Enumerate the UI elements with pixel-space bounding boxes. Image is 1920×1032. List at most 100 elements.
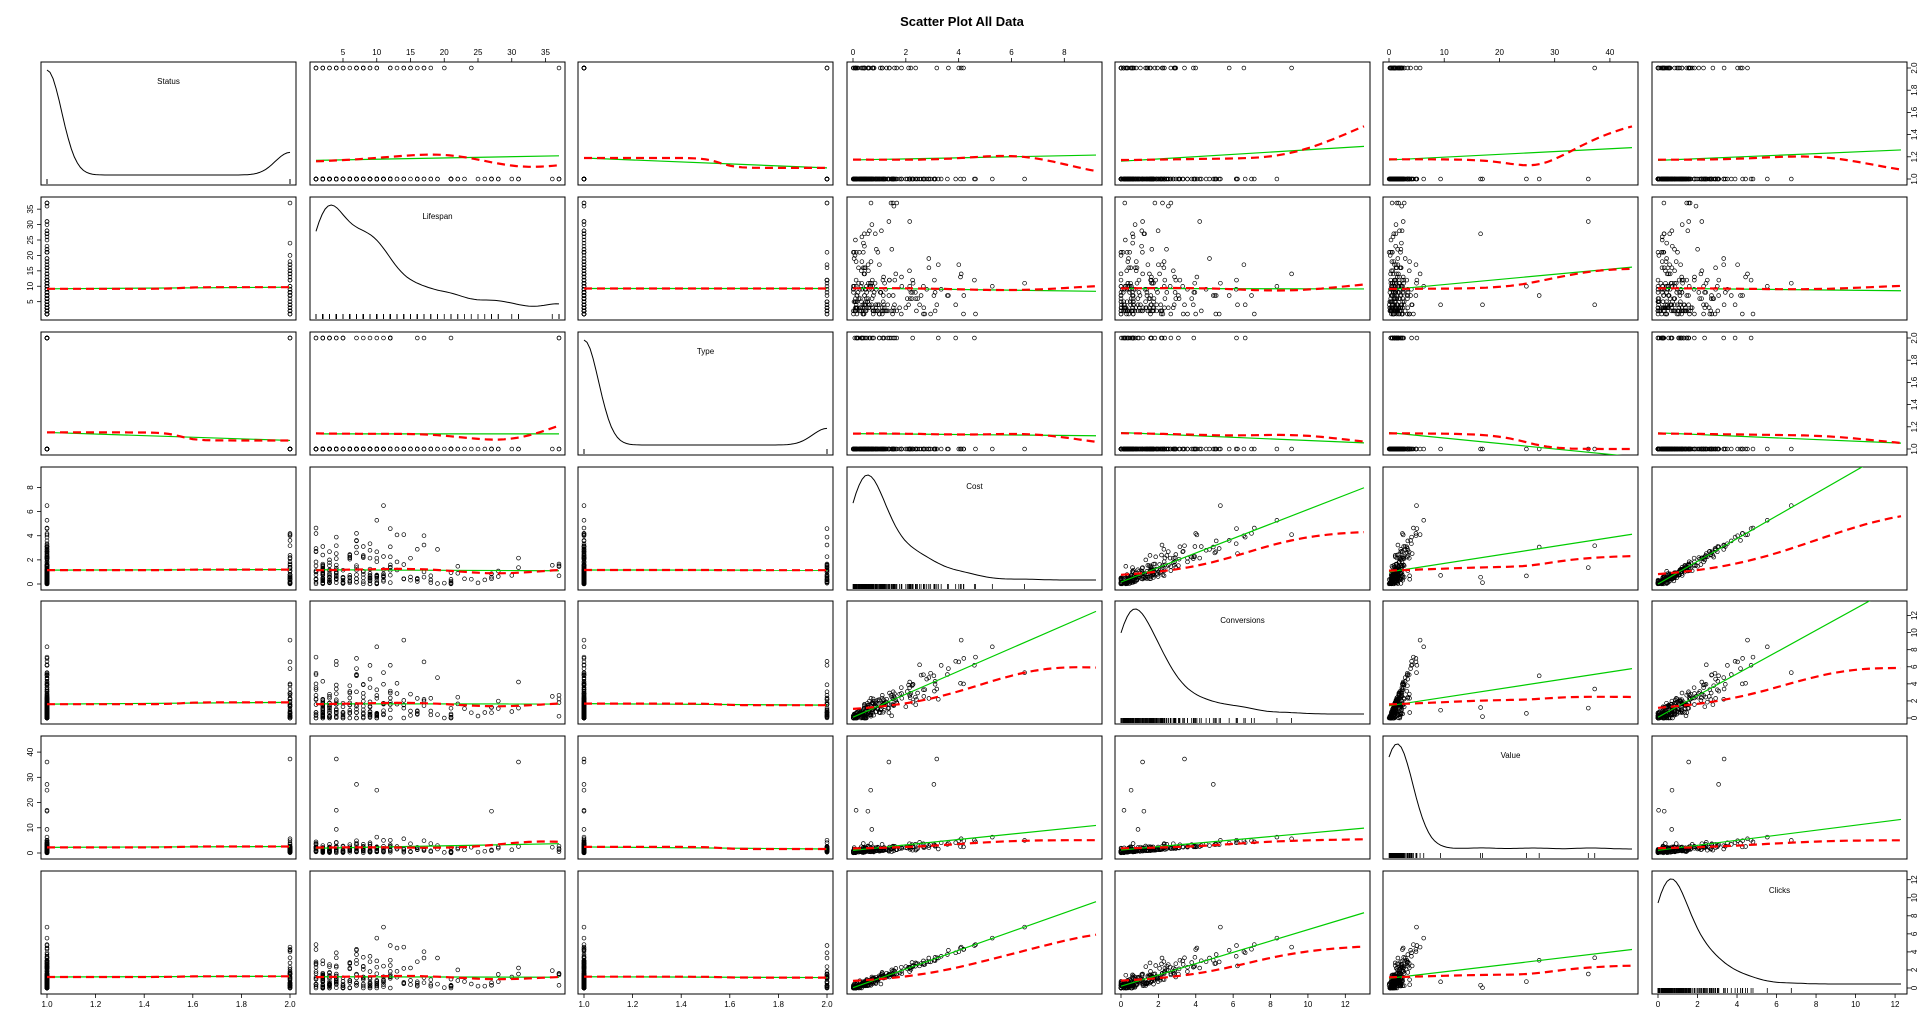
data-point (1655, 277, 1661, 283)
data-point (958, 65, 964, 71)
data-point (1658, 308, 1663, 314)
panel-frame (1114, 196, 1371, 321)
data-point (334, 446, 339, 452)
data-point (1218, 280, 1223, 286)
data-point (287, 290, 293, 295)
data-point (287, 311, 293, 317)
data-point (1145, 308, 1151, 314)
data-point (891, 308, 897, 314)
data-point (897, 305, 902, 311)
data-point (973, 176, 978, 182)
data-point (1661, 200, 1667, 206)
data-point (1176, 335, 1181, 341)
data-point (958, 274, 963, 280)
data-point (1218, 446, 1223, 452)
data-point (1703, 446, 1708, 452)
panel-content (1118, 200, 1365, 317)
data-point (1131, 176, 1136, 182)
data-point (1138, 302, 1143, 308)
data-point (1765, 176, 1770, 182)
data-point (1708, 296, 1714, 301)
data-point (1171, 268, 1176, 274)
panel-frame (40, 466, 297, 591)
data-point (1022, 280, 1027, 286)
data-point (1672, 65, 1677, 71)
data-point (906, 65, 911, 71)
panel-content (1655, 200, 1902, 317)
data-point (862, 243, 867, 249)
panel-lifespan-vs-type (577, 196, 834, 321)
data-point (1154, 308, 1159, 314)
data-point (1721, 446, 1727, 452)
data-point (880, 176, 886, 182)
data-point (1173, 296, 1179, 301)
data-point (1677, 302, 1683, 308)
data-point (1191, 65, 1196, 71)
panel-status-vs-clicks (1651, 61, 1908, 186)
data-point (893, 271, 899, 277)
data-point (1176, 293, 1181, 298)
data-point (340, 446, 346, 452)
data-point (44, 296, 50, 301)
data-point (891, 446, 897, 452)
data-point (320, 65, 326, 71)
data-point (899, 176, 904, 182)
data-point (913, 296, 918, 301)
data-point (1721, 262, 1726, 267)
data-point (862, 446, 867, 452)
data-point (1119, 302, 1124, 308)
panel-type-vs-value (1382, 331, 1639, 456)
data-point (1144, 293, 1150, 298)
data-point (1140, 308, 1145, 314)
data-point (928, 311, 933, 317)
data-point (1397, 176, 1403, 182)
data-point (1121, 299, 1126, 304)
smooth-fit-line (315, 153, 560, 168)
data-point (1748, 277, 1754, 283)
data-point (1738, 446, 1743, 452)
data-point (367, 65, 373, 71)
data-point (1249, 176, 1254, 182)
data-point (1663, 280, 1668, 286)
data-point (887, 335, 892, 341)
data-point (972, 335, 977, 341)
data-point (1147, 296, 1153, 301)
data-point (885, 302, 890, 308)
data-point (1655, 335, 1661, 341)
data-point (894, 308, 899, 314)
data-point (367, 446, 373, 452)
panel-status-vs-cost (846, 61, 1103, 186)
data-point (1678, 335, 1683, 341)
data-point (1723, 290, 1728, 295)
data-point (1672, 247, 1677, 252)
data-point (381, 446, 386, 452)
linear-fit-line (46, 431, 291, 442)
data-point (946, 446, 951, 452)
data-point (1131, 335, 1136, 341)
data-point (1389, 200, 1395, 206)
data-point (44, 532, 50, 538)
data-point (347, 176, 353, 182)
smooth-fit-line (47, 568, 290, 572)
data-point (1409, 446, 1415, 452)
data-point (1167, 176, 1173, 182)
data-point (868, 200, 874, 206)
data-point (1663, 259, 1669, 264)
data-point (1692, 65, 1697, 71)
panel-content (581, 65, 830, 182)
data-point (854, 299, 860, 304)
data-point (1171, 446, 1176, 452)
data-point (1586, 219, 1591, 224)
data-point (1480, 176, 1485, 182)
data-point (1134, 280, 1140, 286)
data-point (1136, 277, 1142, 283)
data-point (956, 446, 962, 452)
data-point (1721, 176, 1726, 182)
data-point (44, 262, 50, 267)
data-point (1687, 176, 1693, 182)
data-point (44, 219, 50, 224)
data-point (990, 446, 995, 452)
data-point (1185, 176, 1190, 182)
panel-frame (577, 196, 834, 321)
data-point (934, 65, 940, 71)
